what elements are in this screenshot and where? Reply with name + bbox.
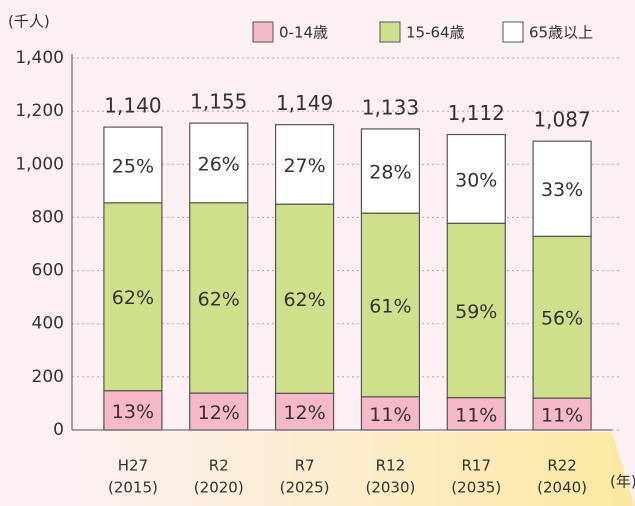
share-label: 30% <box>455 169 497 191</box>
share-label: 62% <box>112 287 154 309</box>
bar-segment <box>189 122 249 204</box>
bar-segment <box>360 128 421 214</box>
share-label: 62% <box>198 288 240 310</box>
bar-segment <box>446 222 506 399</box>
floor-band <box>72 432 635 506</box>
x-tick-label: R12 <box>376 457 406 475</box>
share-label: 59% <box>455 301 497 323</box>
y-tick-label: 1,400 <box>15 48 64 68</box>
x-tick-label: R7 <box>295 457 315 475</box>
share-label: 26% <box>198 153 240 175</box>
bar-segment <box>532 235 592 399</box>
x-tick-label: R22 <box>547 457 577 475</box>
total-label: 1,112 <box>448 101 505 125</box>
x-unit-label: (年) <box>610 473 635 491</box>
y-tick-label: 400 <box>32 314 64 334</box>
bar-segment <box>274 124 335 205</box>
y-unit-label: (千人) <box>8 13 50 31</box>
legend-label: 0-14歳 <box>279 24 328 42</box>
bar-segment <box>103 126 163 204</box>
bar-segment <box>274 203 335 394</box>
bar-segment <box>189 202 249 394</box>
share-label: 25% <box>112 155 154 177</box>
x-tick-label: H27 <box>118 457 148 475</box>
x-tick-label: R17 <box>461 457 491 475</box>
x-tick-year: (2040) <box>537 479 587 497</box>
bar-segment <box>532 397 592 431</box>
legend-swatch <box>252 21 274 43</box>
y-tick-label: 1,200 <box>15 101 64 121</box>
share-label: 28% <box>369 162 411 184</box>
bar-segment <box>532 140 592 237</box>
x-tick-year: (2020) <box>194 479 244 497</box>
share-label: 13% <box>112 401 154 423</box>
bar-segment <box>360 396 421 431</box>
x-tick-year: (2025) <box>280 479 330 497</box>
y-tick-label: 0 <box>53 420 64 440</box>
share-label: 61% <box>369 295 411 317</box>
bar-segment <box>189 392 249 431</box>
y-tick-label: 200 <box>32 367 64 387</box>
y-tick-label: 1,000 <box>15 154 64 174</box>
total-label: 1,149 <box>276 91 333 115</box>
bar-segment <box>103 202 163 392</box>
x-tick-label: R2 <box>209 457 229 475</box>
y-tick-label: 600 <box>32 261 64 281</box>
total-label: 1,087 <box>533 108 590 132</box>
share-label: 11% <box>541 405 583 427</box>
share-label: 12% <box>198 402 240 424</box>
y-tick-label: 800 <box>32 207 64 227</box>
legend-swatch <box>502 21 524 43</box>
share-label: 27% <box>283 155 325 177</box>
x-tick-year: (2015) <box>108 479 158 497</box>
x-tick-year: (2030) <box>365 479 415 497</box>
legend-label: 65歳以上 <box>529 24 593 42</box>
total-label: 1,133 <box>362 95 419 119</box>
bar-segment <box>446 133 506 224</box>
legend-label: 15-64歳 <box>406 24 465 42</box>
total-label: 1,140 <box>104 94 161 118</box>
share-label: 33% <box>541 179 583 201</box>
total-label: 1,155 <box>190 90 247 114</box>
legend-swatch <box>379 21 401 43</box>
share-label: 56% <box>541 308 583 330</box>
share-label: 11% <box>455 404 497 426</box>
share-label: 11% <box>369 404 411 426</box>
share-label: 62% <box>283 289 325 311</box>
x-tick-year: (2035) <box>451 479 501 497</box>
share-label: 12% <box>283 402 325 424</box>
